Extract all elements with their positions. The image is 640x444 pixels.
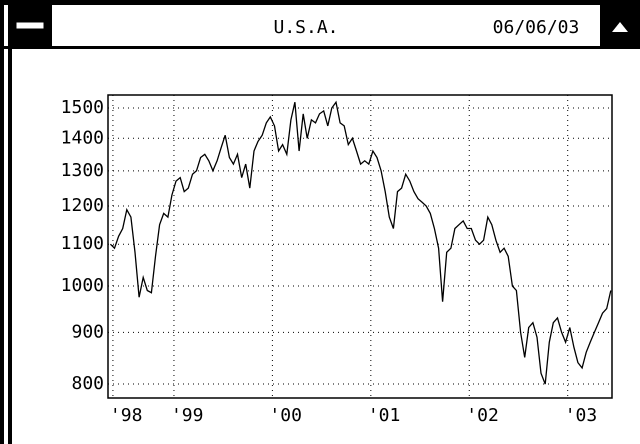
x-tick-label: '99 (171, 405, 204, 426)
y-tick-label: 1200 (61, 195, 104, 216)
menu-icon (15, 21, 45, 30)
top-border (0, 0, 640, 5)
y-tick-label: 800 (71, 373, 104, 394)
plot-frame (107, 94, 613, 399)
maximize-icon (612, 22, 628, 32)
y-tick-label: 900 (71, 321, 104, 342)
x-tick-label: '00 (269, 405, 302, 426)
window-date: 06/06/03 (493, 17, 580, 38)
y-tick-label: 1300 (61, 160, 104, 181)
y-tick-label: 1000 (61, 275, 104, 296)
x-tick-label: '98 (110, 405, 143, 426)
window-title: U.S.A. (273, 17, 338, 38)
y-tick-label: 1400 (61, 127, 104, 148)
x-tick-label: '03 (565, 405, 598, 426)
left-border (8, 5, 12, 444)
y-tick-label: 1100 (61, 233, 104, 254)
price-line (109, 100, 612, 385)
x-tick-label: '02 (466, 405, 499, 426)
left-edge (0, 0, 4, 444)
y-tick-label: 1500 (61, 97, 104, 118)
x-tick-label: '01 (368, 405, 401, 426)
title-bar-border (0, 46, 640, 49)
